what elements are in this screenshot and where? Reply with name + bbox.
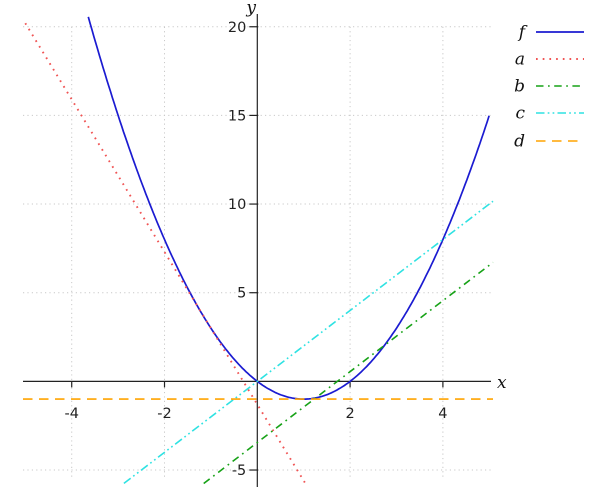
legend-label-d: d xyxy=(514,132,525,152)
axes xyxy=(23,14,491,487)
x-tick-label: 2 xyxy=(345,406,354,422)
y-tick-label: 15 xyxy=(228,108,246,124)
legend-label-f: f xyxy=(517,23,528,43)
y-tick-label: 20 xyxy=(228,20,246,36)
curve-f xyxy=(87,16,490,400)
gridlines xyxy=(23,26,493,478)
x-tick-label: -4 xyxy=(64,406,78,422)
curve-c xyxy=(123,200,494,485)
curve-a xyxy=(24,22,307,484)
y-tick-label: 10 xyxy=(228,197,246,213)
tick-labels: -4 -2 2 4 20 15 10 5 -5 xyxy=(64,20,447,479)
y-tick-label: 5 xyxy=(237,286,246,302)
curves xyxy=(23,16,494,485)
legend-label-c: c xyxy=(515,104,525,124)
x-tick-label: -2 xyxy=(157,406,171,422)
x-axis-label: x xyxy=(497,373,507,393)
curve-b xyxy=(203,261,494,485)
y-axis-label: y xyxy=(245,0,256,18)
x-tick-label: 4 xyxy=(438,406,447,422)
y-tick-label: -5 xyxy=(232,463,246,479)
legend-label-b: b xyxy=(514,77,525,97)
legend-label-a: a xyxy=(515,50,525,70)
